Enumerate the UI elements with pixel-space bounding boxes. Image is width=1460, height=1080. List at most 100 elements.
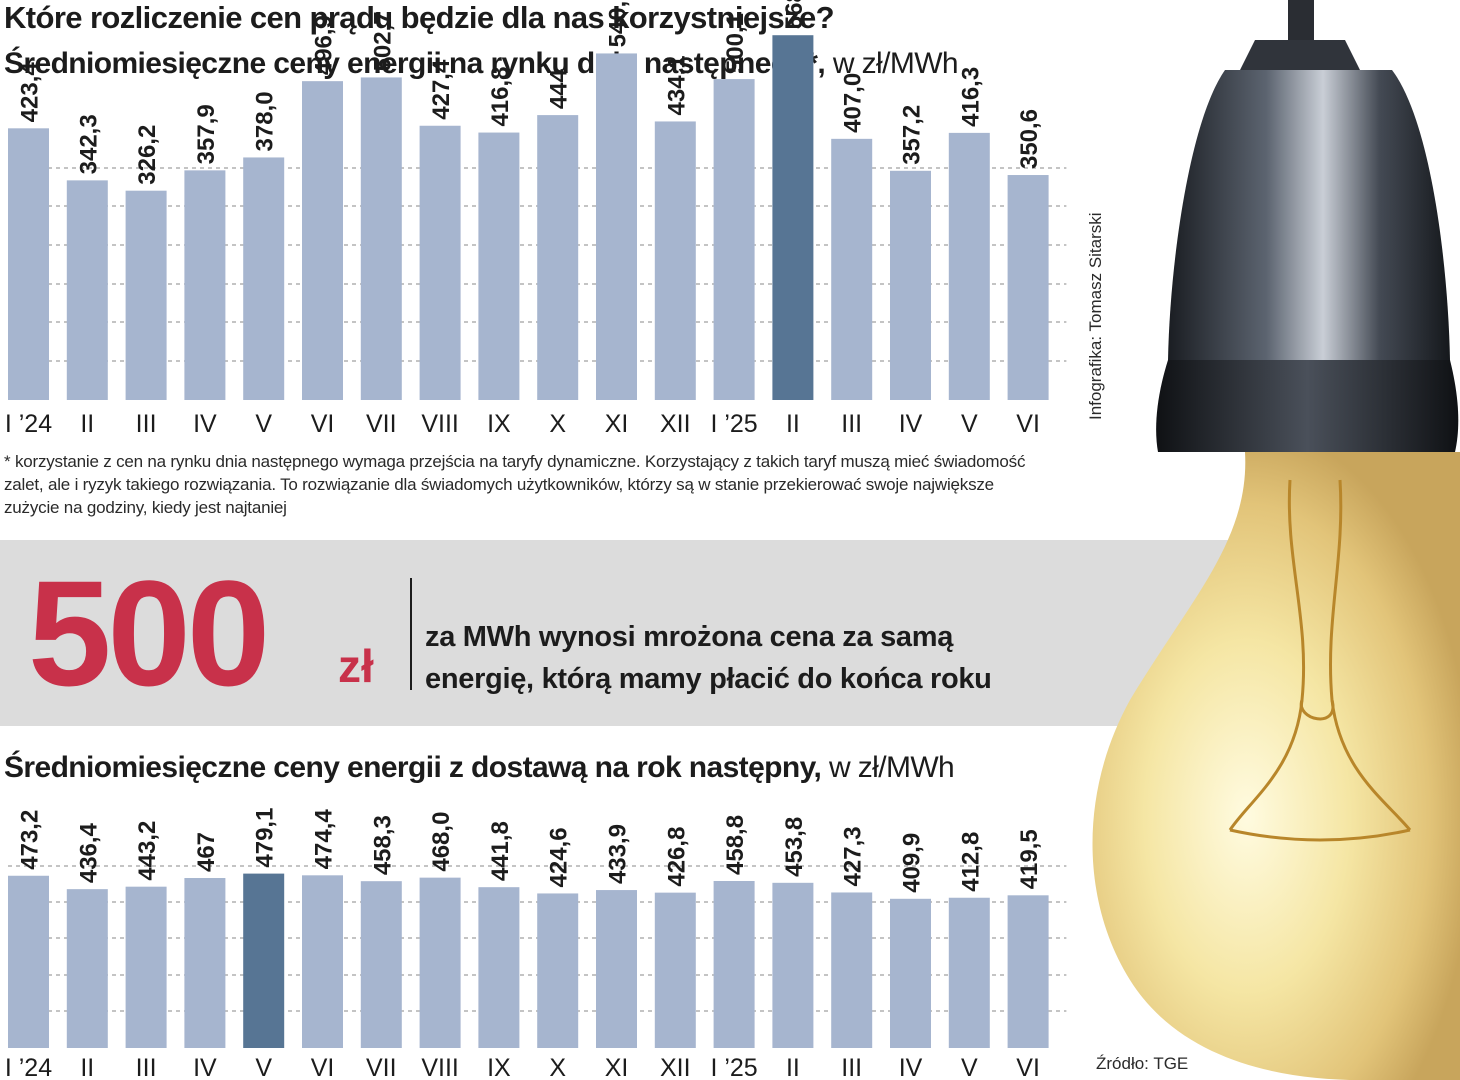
bar (890, 898, 931, 1048)
bar (302, 81, 343, 401)
bulb-socket (1168, 70, 1450, 360)
x-tick-label: I ’25 (710, 1054, 757, 1080)
bar-value-label: 502,7 (369, 11, 396, 71)
bar (125, 886, 167, 1048)
bar (184, 170, 226, 400)
frozen-price-description: za MWh wynosi mrożona cena za samą energ… (425, 621, 992, 695)
bar-value-label: 453,8 (781, 817, 808, 877)
bar-value-label: 412,8 (957, 832, 984, 892)
bar-value-label: 500,1 (722, 13, 749, 73)
bar (302, 875, 343, 1048)
x-tick-label: II (80, 410, 94, 438)
bar (419, 877, 461, 1048)
x-tick-label: VI (311, 1054, 335, 1080)
bar (360, 881, 402, 1048)
bar (537, 115, 579, 400)
chart2-heading-text: Średniomiesięczne ceny energii z dostawą… (4, 751, 822, 784)
bar-value-label: 540,1 (605, 0, 632, 47)
bulb-cord-top (1240, 40, 1360, 70)
bulb-collar (1156, 360, 1459, 452)
x-tick-label: X (549, 410, 566, 438)
bar (654, 892, 696, 1048)
x-tick-label: IV (193, 1054, 217, 1080)
bar-value-label: 568,5 (781, 0, 808, 29)
bar-value-label: 409,9 (899, 833, 926, 893)
bar-value-label: 433,9 (605, 824, 632, 884)
x-tick-label: III (136, 410, 157, 438)
bar-value-label: 424,6 (546, 827, 573, 887)
bar (66, 889, 108, 1048)
bar-value-label: 441,8 (487, 821, 514, 881)
x-tick-label: III (841, 1054, 862, 1080)
data-source: Źródło: TGE (1096, 1054, 1189, 1073)
bar (8, 875, 49, 1048)
bar (948, 897, 990, 1048)
x-tick-label: IV (899, 1054, 923, 1080)
x-tick-label: VI (1016, 1054, 1040, 1080)
bar-value-label: 416,3 (957, 67, 984, 127)
bar (419, 125, 461, 401)
bar (772, 882, 814, 1048)
frozen-price-number: 500 (28, 549, 270, 717)
bulb-glass (1092, 452, 1460, 1080)
x-tick-label: VI (1016, 410, 1040, 438)
x-tick-label: XI (605, 410, 629, 438)
chart1-heading: Średniomiesięczne ceny energii na rynku … (4, 46, 959, 82)
bar (596, 890, 637, 1048)
bar (478, 132, 520, 400)
bar (772, 35, 814, 401)
bar (890, 170, 931, 400)
bar-value-label: 416,8 (487, 66, 514, 126)
chart2-heading: Średniomiesięczne ceny energii z dostawą… (4, 750, 955, 786)
frozen-price-unit: zł (338, 640, 374, 692)
bar (831, 138, 873, 400)
x-tick-label: III (136, 1054, 157, 1080)
bar-value-label: 357,2 (899, 105, 926, 165)
x-tick-label: II (786, 1054, 800, 1080)
bar (948, 132, 990, 401)
x-tick-label: II (786, 410, 800, 438)
bar (831, 892, 873, 1048)
x-tick-label: I ’24 (5, 410, 52, 438)
bar (8, 128, 49, 400)
x-tick-label: V (961, 1054, 978, 1080)
bar-value-label: 468,0 (428, 812, 455, 872)
x-tick-label: IV (193, 410, 217, 438)
footnote: * korzystanie z cen na rynku dnia następ… (4, 452, 1026, 517)
x-tick-label: III (841, 410, 862, 438)
x-tick-label: VII (366, 410, 397, 438)
x-tick-label: VII (366, 1054, 397, 1080)
infographic-credit: Infografika: Tomasz Sitarski (1086, 212, 1105, 420)
bar-value-label: 479,1 (252, 808, 279, 868)
x-tick-label: VIII (421, 1054, 459, 1080)
bar-value-label: 426,8 (663, 827, 690, 887)
bar (537, 893, 579, 1048)
infographic-title: Które rozliczenie cen prądu będzie dla n… (4, 0, 835, 35)
band-divider (410, 578, 412, 690)
bar-value-label: 378,0 (252, 91, 279, 151)
bar (184, 878, 226, 1048)
bar-value-label: 423,4 (17, 62, 44, 123)
bar-value-label: 467 (193, 832, 220, 872)
x-tick-label: IX (487, 1054, 511, 1080)
bar-value-label: 407,0 (840, 73, 867, 133)
bar-value-label: 357,9 (193, 104, 220, 164)
bar-value-label: 326,2 (134, 125, 161, 185)
light-bulb-illustration (1092, 0, 1460, 1080)
bar (1007, 175, 1049, 400)
x-tick-label: V (255, 1054, 272, 1080)
x-tick-label: I ’25 (710, 410, 757, 438)
bar-value-label: 342,3 (75, 114, 102, 174)
x-tick-label: I ’24 (5, 1054, 52, 1080)
bar-value-label: 350,6 (1016, 109, 1043, 169)
bar-value-label: 458,3 (369, 815, 396, 875)
day-ahead-price-chart: 423,4 I ’24 342,3 II 326,2 III 357,9 IV 378,0 V 49… (5, 0, 1067, 438)
x-tick-label: VIII (421, 410, 459, 438)
bar (243, 873, 285, 1048)
bar-value-label: 436,4 (75, 822, 102, 883)
bar (1007, 895, 1049, 1048)
x-tick-label: X (549, 1054, 566, 1080)
x-tick-label: VI (311, 410, 335, 438)
bar (243, 157, 285, 400)
x-tick-label: II (80, 1054, 94, 1080)
